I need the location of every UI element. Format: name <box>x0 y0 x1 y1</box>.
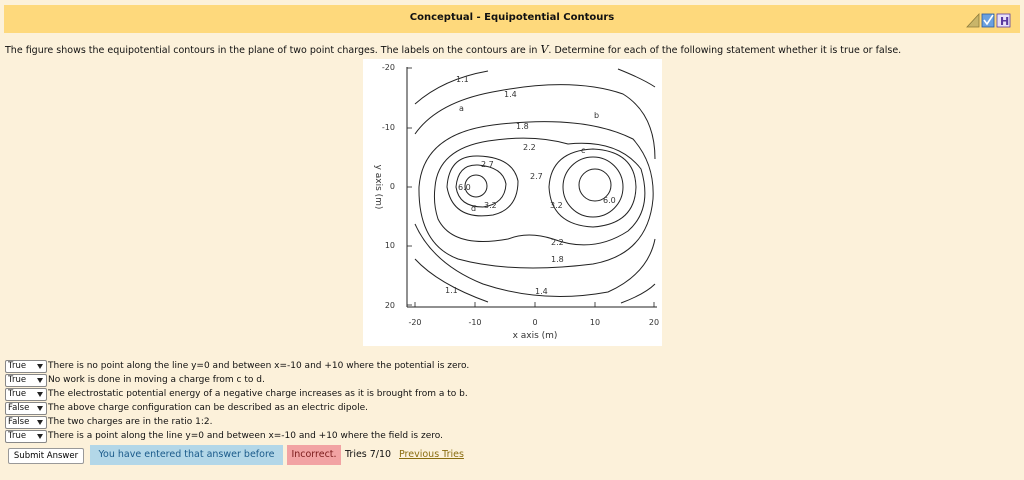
x-tick-label: 20 <box>649 318 659 327</box>
x-tick-label: 10 <box>590 318 600 327</box>
toolbar-icons: H <box>966 12 1011 28</box>
contour-label: 2.2 <box>523 143 536 152</box>
contour-label: 3.2 <box>484 201 497 210</box>
statement-text: No work is done in moving a charge from … <box>48 375 265 385</box>
header: Conceptual - Equipotential Contours H <box>4 5 1020 33</box>
contour-label: 2.7 <box>481 160 494 169</box>
contour-label: 1.4 <box>504 90 517 99</box>
answer-select[interactable]: True <box>5 430 47 443</box>
contour-plot: -20 -10 0 10 20 -20 -10 0 10 20 x axis (… <box>373 63 659 341</box>
contour-label: 1.4 <box>535 287 548 296</box>
contour-label: 3.2 <box>550 201 563 210</box>
y-tick-label: -10 <box>382 123 395 132</box>
contour-label: 2.2 <box>551 238 564 247</box>
x-tick-label: -10 <box>468 318 481 327</box>
answer-select[interactable]: False <box>5 416 47 429</box>
icon-ruler[interactable] <box>966 12 980 28</box>
contour-label: 1.8 <box>551 255 564 264</box>
y-tick-label: 0 <box>390 182 395 191</box>
statement-text: The above charge configuration can be de… <box>48 403 369 413</box>
statement-text: The electrostatic potential energy of a … <box>48 389 468 399</box>
submit-button[interactable]: Submit Answer <box>8 448 84 464</box>
answer-select[interactable]: False <box>5 402 47 415</box>
contour-label: b <box>594 111 599 120</box>
contour-label: 1.1 <box>456 75 469 84</box>
x-tick-label: -20 <box>408 318 421 327</box>
title: Conceptual - Equipotential Contours <box>409 12 615 23</box>
unit: V <box>540 43 549 56</box>
status-message: You have entered that answer before <box>90 445 283 465</box>
contour-label: a <box>459 104 464 113</box>
contour-label: 2.7 <box>530 172 543 181</box>
x-tick-label: 0 <box>532 318 537 327</box>
contour-label: c <box>581 146 585 155</box>
statement-text: The two charges are in the ratio 1:2. <box>48 417 213 427</box>
y-tick-label: 10 <box>385 241 395 250</box>
answer-select[interactable]: True <box>5 374 47 387</box>
previous-tries-link[interactable]: Previous Tries <box>399 449 464 460</box>
icon-help[interactable] <box>996 13 1011 28</box>
svg-text:H: H <box>1000 15 1009 28</box>
contour-label: 6.0 <box>458 183 471 192</box>
contour-label: 1.1 <box>445 286 458 295</box>
answer-select[interactable]: True <box>5 388 47 401</box>
answer-select[interactable]: True <box>5 360 47 373</box>
y-tick-label: 20 <box>385 301 395 310</box>
prompt: The figure shows the equipotential conto… <box>5 43 901 56</box>
x-axis-label: x axis (m) <box>513 331 558 341</box>
y-tick-label: -20 <box>382 63 395 72</box>
contour-label: 6.0 <box>603 196 616 205</box>
figure: -20 -10 0 10 20 -20 -10 0 10 20 x axis (… <box>363 59 662 346</box>
prompt-text: . Determine for each of the following st… <box>548 45 902 56</box>
statement-text: There is no point along the line y=0 and… <box>48 361 470 371</box>
contour-label: d <box>471 204 476 213</box>
prompt-text: The figure shows the equipotential conto… <box>5 45 541 56</box>
statement-text: There is a point along the line y=0 and … <box>48 431 443 441</box>
tries-count: Tries 7/10 <box>345 449 392 460</box>
result-message: Incorrect. <box>287 445 341 465</box>
contour-label: 1.8 <box>516 122 529 131</box>
y-axis-label: y axis (m) <box>373 165 383 210</box>
